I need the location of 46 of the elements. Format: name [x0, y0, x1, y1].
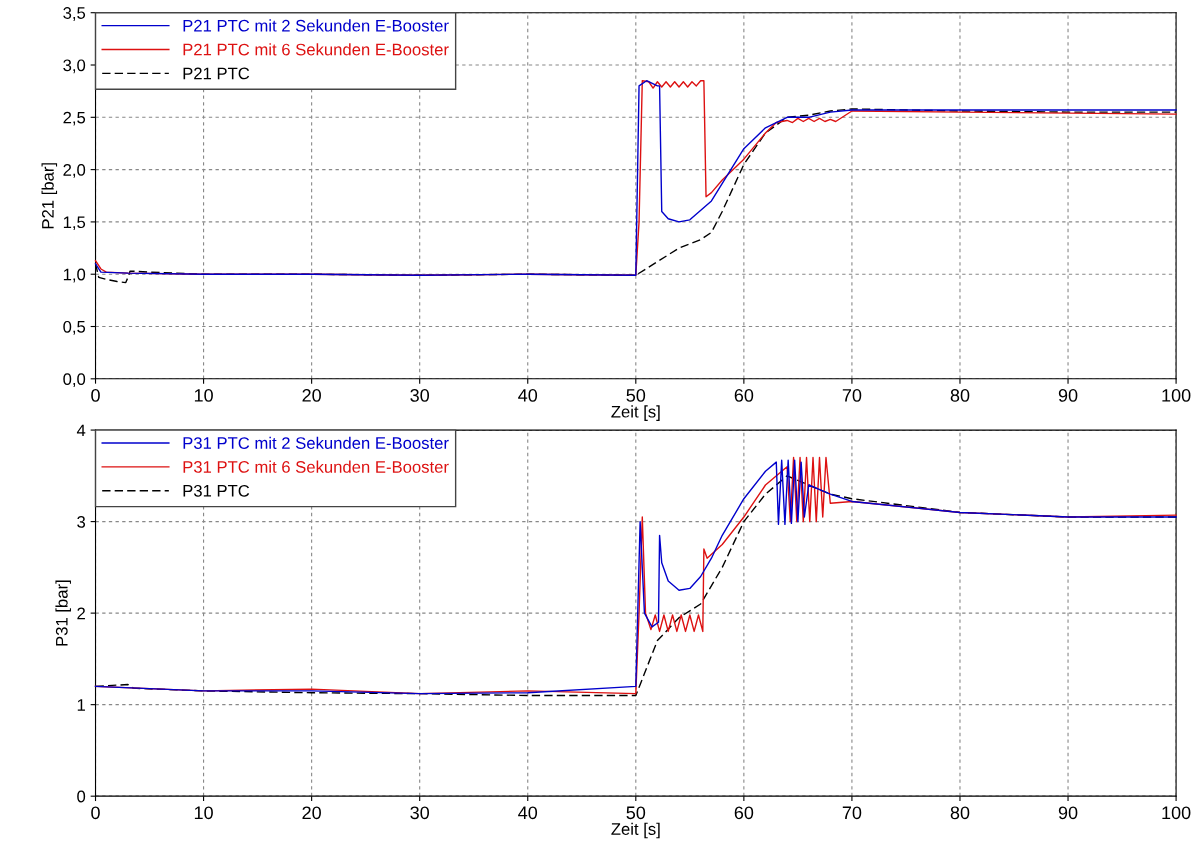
y-axis-title: P21 [bar] [41, 163, 58, 229]
y-tick-label: 1 [77, 699, 85, 711]
legend-label: P21 PTC mit 6 Sekunden E-Booster [183, 43, 449, 56]
x-tick-label: 10 [194, 806, 213, 820]
x-tick-label: 0 [91, 389, 100, 402]
x-tick-label: 10 [194, 389, 213, 402]
x-axis-title: Zeit [s] [611, 405, 660, 421]
y-tick-label: 4 [76, 424, 86, 437]
x-tick-label: 60 [734, 389, 754, 402]
y-tick-label: 2 [77, 607, 85, 620]
legend-label: P31 PTC [183, 484, 250, 497]
y-tick-label: 0 [77, 790, 86, 803]
legend-label: P21 PTC [183, 67, 250, 80]
y-tick-label: 1,0 [63, 268, 86, 283]
x-tick-label: 50 [626, 806, 646, 820]
x-tick-label: 30 [410, 806, 430, 820]
legend-label: P31 PTC mit 2 Sekunden E-Booster [183, 436, 449, 449]
y-tick-label: 2,5 [63, 111, 86, 126]
y-axis-title: P31 [bar] [55, 580, 71, 646]
y-tick-label: 1,5 [63, 216, 86, 231]
y-tick-label: 3,5 [63, 7, 86, 21]
legend-label: P31 PTC mit 6 Sekunden E-Booster [183, 460, 449, 473]
x-tick-label: 100 [1162, 389, 1191, 402]
x-tick-label: 20 [302, 389, 321, 402]
x-tick-label: 20 [302, 806, 321, 820]
x-tick-label: 0 [91, 806, 100, 820]
x-tick-label: 80 [950, 389, 970, 402]
y-tick-label: 0,5 [63, 320, 86, 335]
x-tick-label: 60 [734, 806, 754, 820]
x-tick-label: 40 [518, 806, 538, 820]
x-tick-label: 80 [950, 806, 970, 820]
legend-label: P21 PTC mit 2 Sekunden E-Booster [183, 19, 449, 32]
line-series [94, 80, 1177, 276]
x-tick-label: 70 [842, 389, 862, 402]
y-tick-label: 3,0 [63, 59, 86, 74]
y-tick-label: 0,0 [63, 373, 86, 387]
y-tick-label: 2,0 [63, 164, 86, 178]
x-axis-title: Zeit [s] [611, 822, 660, 839]
x-tick-label: 70 [842, 806, 862, 820]
x-tick-label: 40 [518, 389, 538, 402]
x-tick-label: 30 [410, 389, 430, 402]
x-tick-label: 100 [1162, 806, 1191, 820]
x-tick-label: 90 [1058, 806, 1078, 820]
x-tick-label: 90 [1058, 389, 1078, 402]
x-tick-label: 50 [626, 389, 646, 402]
y-tick-label: 3 [77, 516, 86, 528]
